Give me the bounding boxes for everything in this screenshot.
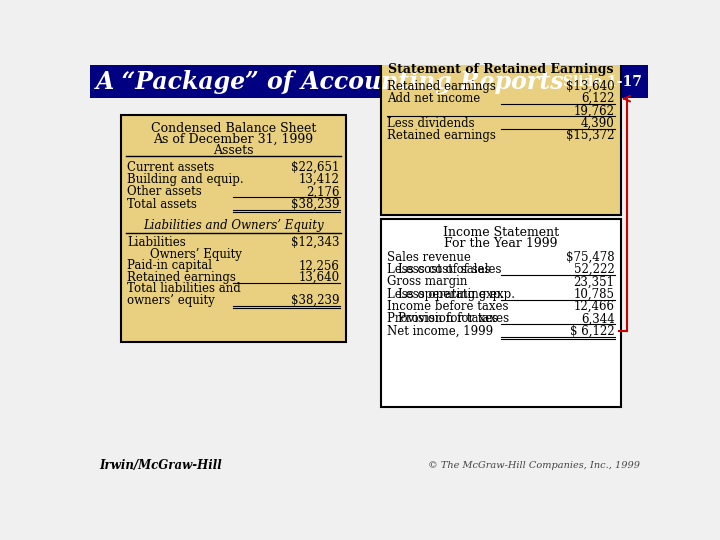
Text: Net income, 1999: Net income, 1999 xyxy=(387,325,493,338)
Text: 6,122: 6,122 xyxy=(581,92,615,105)
Text: Less operating exp.: Less operating exp. xyxy=(387,288,504,301)
Text: Liabilities and Owners’ Equity: Liabilities and Owners’ Equity xyxy=(143,219,324,232)
Bar xyxy=(381,219,621,408)
Text: Retained earnings: Retained earnings xyxy=(387,129,495,142)
Text: For the Year 1999: For the Year 1999 xyxy=(444,237,557,250)
Text: Total assets: Total assets xyxy=(127,198,197,211)
Text: Other assets: Other assets xyxy=(127,185,202,198)
Text: Statement of Retained Earnings: Statement of Retained Earnings xyxy=(388,63,613,76)
Bar xyxy=(90,65,648,98)
Text: Gross margin: Gross margin xyxy=(387,275,467,288)
Text: 4,390: 4,390 xyxy=(581,117,615,130)
Text: Add net income: Add net income xyxy=(387,92,480,105)
Text: Less cost of sales: Less cost of sales xyxy=(387,263,490,276)
Text: Sales revenue: Sales revenue xyxy=(387,251,471,264)
Text: Provision for taxes: Provision for taxes xyxy=(397,313,509,326)
Text: Current assets: Current assets xyxy=(127,161,215,174)
Text: A “Package” of Accounting Reports: A “Package” of Accounting Reports xyxy=(96,70,564,94)
Text: Income before taxes: Income before taxes xyxy=(387,300,508,313)
Text: 12,256: 12,256 xyxy=(299,259,340,272)
Text: $ 6,122: $ 6,122 xyxy=(570,325,615,338)
Text: Less operating exp.: Less operating exp. xyxy=(397,288,515,301)
Text: $12,343: $12,343 xyxy=(291,236,340,249)
Text: As of December 31, 1999: As of December 31, 1999 xyxy=(153,133,313,146)
Text: © The McGraw-Hill Companies, Inc., 1999: © The McGraw-Hill Companies, Inc., 1999 xyxy=(428,461,640,470)
Text: Retained earnings: Retained earnings xyxy=(387,80,495,93)
Text: 13,412: 13,412 xyxy=(299,173,340,186)
Text: Owners’ Equity: Owners’ Equity xyxy=(150,248,243,261)
Text: Less cost of sales: Less cost of sales xyxy=(397,263,501,276)
Bar xyxy=(381,57,621,215)
Text: 12,466: 12,466 xyxy=(574,300,615,313)
Bar xyxy=(121,115,346,342)
Text: Liabilities: Liabilities xyxy=(127,236,186,249)
Text: Building and equip.: Building and equip. xyxy=(127,173,244,186)
Text: Retained earnings: Retained earnings xyxy=(127,271,236,284)
Text: 19,762: 19,762 xyxy=(574,105,615,118)
Text: 52,222: 52,222 xyxy=(574,263,615,276)
Text: 23,351: 23,351 xyxy=(574,275,615,288)
Text: Income Statement: Income Statement xyxy=(443,226,559,239)
Text: Less dividends: Less dividends xyxy=(387,117,474,130)
Text: 6,344: 6,344 xyxy=(581,313,615,326)
Text: $38,239: $38,239 xyxy=(291,294,340,307)
Text: $15,372: $15,372 xyxy=(566,129,615,142)
Text: $22,651: $22,651 xyxy=(291,161,340,174)
Text: owners’ equity: owners’ equity xyxy=(127,294,215,307)
Text: Irwin/McGraw-Hill: Irwin/McGraw-Hill xyxy=(99,458,222,472)
Text: Assets: Assets xyxy=(213,144,253,157)
Text: Paid-in capital: Paid-in capital xyxy=(127,259,212,272)
Text: Slide 1-17: Slide 1-17 xyxy=(563,75,642,89)
Text: 2,176: 2,176 xyxy=(306,185,340,198)
Text: $38,239: $38,239 xyxy=(291,198,340,211)
Text: 10,785: 10,785 xyxy=(574,288,615,301)
Text: 13,640: 13,640 xyxy=(298,271,340,284)
Text: $75,478: $75,478 xyxy=(566,251,615,264)
Text: Total liabilities and: Total liabilities and xyxy=(127,282,241,295)
Text: $13,640: $13,640 xyxy=(566,80,615,93)
Text: Provision for taxes: Provision for taxes xyxy=(387,313,498,326)
Text: Condensed Balance Sheet: Condensed Balance Sheet xyxy=(150,122,316,135)
